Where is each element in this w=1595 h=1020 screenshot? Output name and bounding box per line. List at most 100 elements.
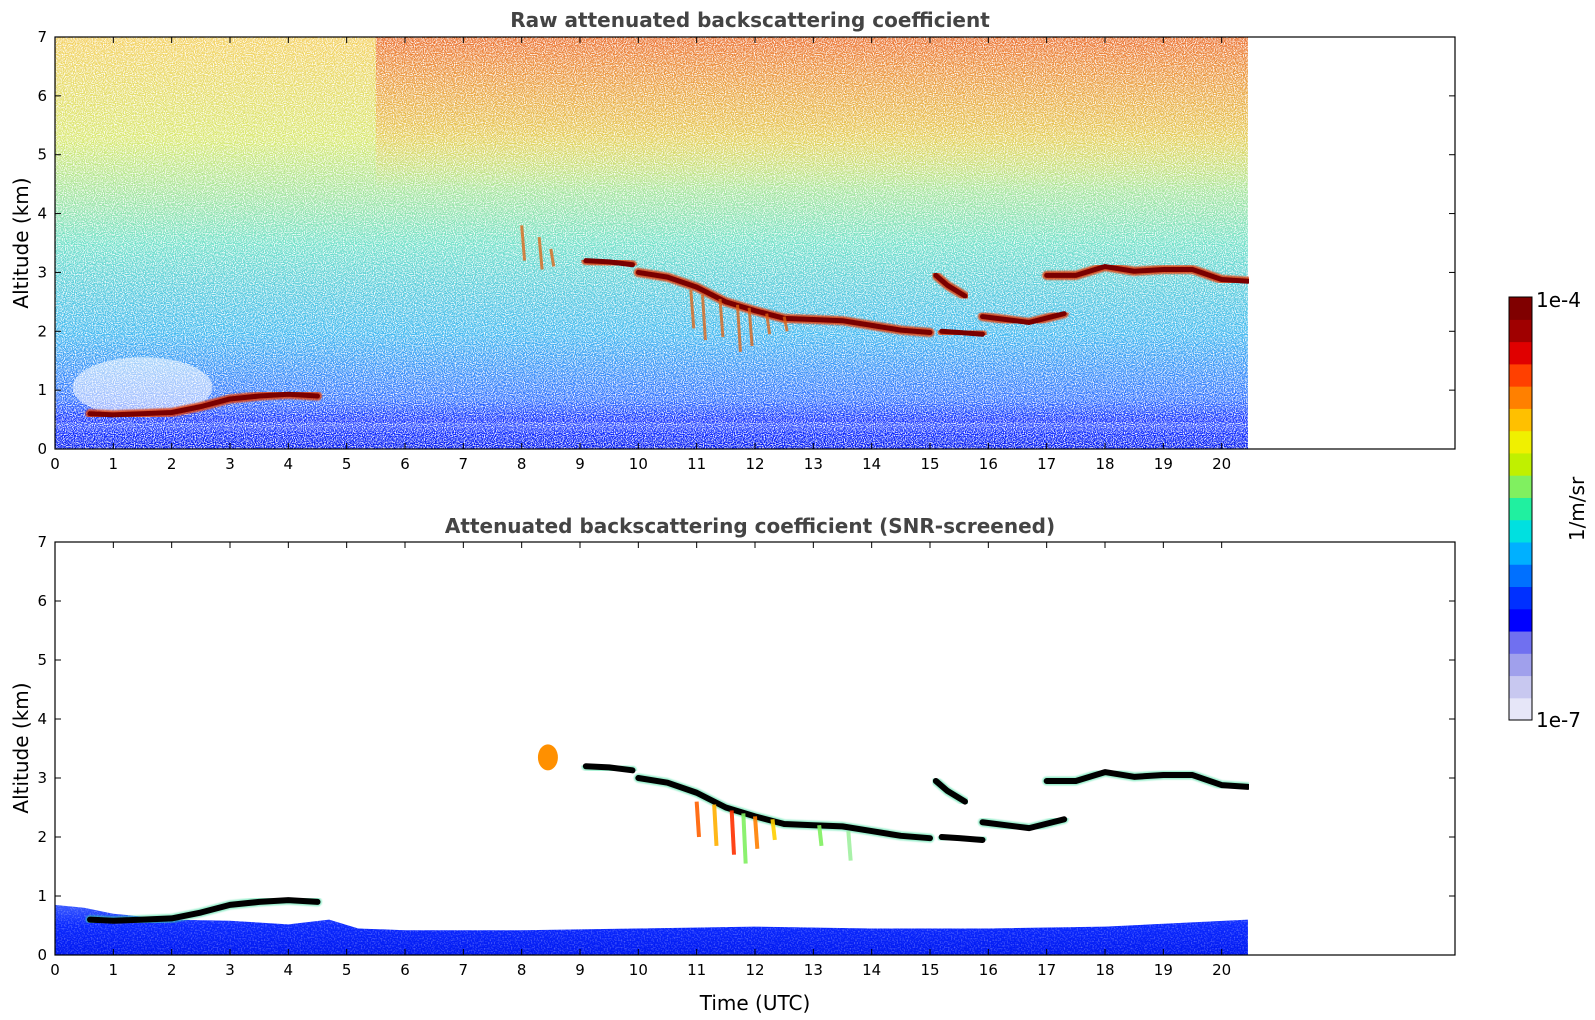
virga-streak	[701, 294, 707, 341]
colorbar-segment	[1509, 341, 1532, 365]
y-tick-label: 1	[37, 381, 47, 399]
cloud-layer	[932, 777, 968, 805]
plot-frame	[54, 541, 1456, 956]
colorbar-segment	[1509, 408, 1532, 432]
x-tick-label: 15	[920, 455, 939, 473]
cloud-layer	[1044, 264, 1249, 284]
panel-title: Attenuated backscattering coefficient (S…	[445, 514, 1055, 538]
x-tick-label: 19	[1154, 961, 1173, 979]
y-tick-label: 3	[37, 263, 47, 281]
y-axis-label: Altitude (km)	[9, 682, 33, 813]
x-tick-label: 6	[400, 455, 410, 473]
colorbar-frame	[1508, 296, 1533, 721]
colorbar-segment	[1509, 564, 1532, 588]
x-tick-label: 17	[1037, 961, 1056, 979]
colorbar-segment	[1509, 675, 1532, 699]
colorbar-segment	[1509, 586, 1532, 610]
cloud-layer	[933, 272, 968, 299]
x-tick-label: 8	[517, 455, 527, 473]
colorbar-segment	[1509, 497, 1532, 521]
virga-streak	[741, 813, 748, 864]
x-tick-label: 0	[50, 961, 60, 979]
virga-streak	[817, 824, 824, 847]
virga-streak	[729, 810, 736, 855]
colorbar-segment	[1509, 519, 1532, 543]
x-tick-label: 13	[804, 961, 823, 979]
cloud-layer	[979, 816, 1068, 832]
x-tick-label: 2	[167, 455, 177, 473]
y-tick-label: 6	[37, 87, 47, 105]
x-tick-label: 5	[342, 961, 352, 979]
cloud-layer	[87, 897, 321, 924]
cloud-layer	[980, 311, 1067, 325]
cloud-layer	[87, 391, 320, 418]
y-axis-ticks: 0 1 2 3 4 5 6 7	[37, 28, 1455, 458]
raw-cloud-layers	[85, 225, 1249, 420]
virga-streak	[770, 819, 777, 841]
x-tick-label: 6	[400, 961, 410, 979]
colorbar-min-label: 1e-7	[1536, 708, 1581, 732]
cloud-layer	[582, 763, 636, 774]
virga-streak	[747, 307, 754, 347]
x-tick-label: 12	[745, 961, 764, 979]
colorbar-segment	[1509, 653, 1532, 677]
colorbar-unit-label: 1/m/sr	[1565, 476, 1589, 541]
x-tick-label: 11	[687, 455, 706, 473]
colorbar-segment	[1509, 363, 1532, 387]
x-tick-label: 3	[225, 961, 235, 979]
raw-backscatter-panel: Raw attenuated backscattering coefficien…	[9, 8, 1456, 473]
colorbar-segment	[1509, 697, 1532, 721]
x-tick-label: 20	[1212, 961, 1231, 979]
x-tick-label: 20	[1212, 455, 1231, 473]
x-tick-label: 16	[979, 455, 998, 473]
x-tick-label: 3	[225, 455, 235, 473]
y-tick-label: 1	[37, 887, 47, 905]
y-tick-label: 3	[37, 769, 47, 787]
x-tick-label: 7	[459, 961, 469, 979]
raw-heatmap-image	[55, 37, 1248, 449]
virga-streak	[520, 225, 527, 261]
colorbar-max-label: 1e-4	[1536, 288, 1581, 312]
x-tick-label: 14	[862, 961, 881, 979]
x-tick-label: 19	[1154, 455, 1173, 473]
y-tick-label: 0	[37, 946, 47, 964]
y-tick-label: 0	[37, 440, 47, 458]
x-tick-label: 8	[517, 961, 527, 979]
virga-streak	[765, 313, 772, 335]
x-tick-label: 7	[459, 455, 469, 473]
x-axis-label: Time (UTC)	[699, 991, 811, 1015]
x-tick-label: 1	[109, 961, 119, 979]
x-tick-label: 2	[167, 961, 177, 979]
cloud-layer	[635, 775, 933, 842]
virga-streak	[549, 248, 556, 267]
x-tick-label: 12	[745, 455, 764, 473]
aerosol-patch	[537, 744, 558, 771]
x-tick-label: 9	[575, 961, 585, 979]
y-tick-label: 4	[37, 205, 47, 223]
x-tick-label: 4	[284, 455, 294, 473]
x-tick-label: 5	[342, 455, 352, 473]
cloud-layer	[939, 328, 985, 337]
virga-streak	[537, 236, 544, 270]
colorbar-segment	[1509, 630, 1532, 654]
x-tick-label: 11	[687, 961, 706, 979]
x-tick-label: 10	[629, 961, 648, 979]
y-tick-label: 2	[37, 828, 47, 846]
x-axis-ticks: 0 1 2 3 4 5 6 7 8 9 10 11 12 13 14 15 16 17 18 19 20	[50, 542, 1231, 979]
x-tick-label: 18	[1095, 455, 1114, 473]
x-tick-label: 4	[284, 961, 294, 979]
cloud-layer	[938, 834, 986, 843]
x-tick-label: 17	[1037, 455, 1056, 473]
y-tick-label: 2	[37, 322, 47, 340]
x-tick-label: 13	[804, 455, 823, 473]
colorbar: 1e-4 1e-7 1/m/sr	[1508, 288, 1589, 732]
virga-streak	[718, 298, 725, 338]
y-tick-label: 5	[37, 146, 47, 164]
virga-streak	[712, 804, 719, 846]
virga-streak	[782, 316, 789, 332]
x-tick-label: 1	[109, 455, 119, 473]
virga-streak	[689, 289, 696, 329]
y-tick-label: 6	[37, 592, 47, 610]
x-tick-label: 14	[862, 455, 881, 473]
